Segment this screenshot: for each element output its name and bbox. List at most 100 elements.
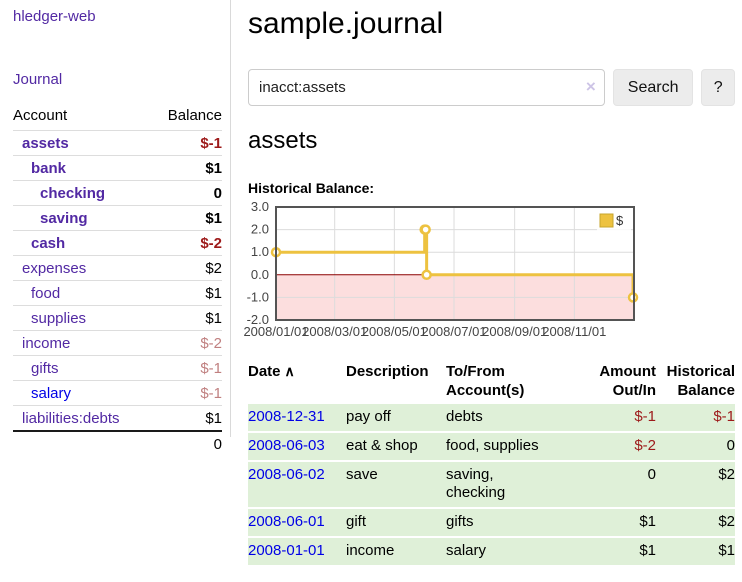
- accounts-header-account: Account: [13, 107, 68, 124]
- transaction-amount-cell: $1: [566, 509, 656, 536]
- svg-text:2.0: 2.0: [251, 222, 269, 237]
- svg-text:2008/01/01: 2008/01/01: [243, 324, 308, 339]
- account-balance: $-1: [200, 385, 222, 402]
- account-link[interactable]: supplies: [31, 310, 87, 327]
- transaction-date-cell: 2008-06-03: [248, 433, 346, 460]
- app-title-link[interactable]: hledger-web: [13, 8, 96, 25]
- transaction-amount-cell: $1: [566, 538, 656, 565]
- chart-heading: Historical Balance:: [248, 180, 375, 196]
- account-row: income $-2: [13, 330, 222, 355]
- search-input[interactable]: [248, 69, 605, 106]
- account-row: bank $1: [13, 155, 222, 180]
- historical-balance-chart: 3.0 2.0 1.0 0.0 -1.0 -2.0 2008/01/01 2008/03/01…: [242, 199, 735, 345]
- account-balance: $1: [205, 210, 222, 227]
- transaction-row: 2008-06-03 eat & shop food, supplies $-2 0: [248, 433, 735, 460]
- account-row: expenses $2: [13, 255, 222, 280]
- svg-text:1.0: 1.0: [251, 244, 269, 259]
- chart-svg: 3.0 2.0 1.0 0.0 -1.0 -2.02008/01/012008/03/01…: [243, 199, 639, 339]
- sidebar: hledger-web Journal Account Balance asse…: [0, 0, 230, 582]
- accounts-header-row: Account Balance: [13, 103, 222, 130]
- transaction-description-cell: eat & shop: [346, 433, 446, 460]
- column-header-amount: Amount Out/In: [599, 363, 656, 399]
- account-link[interactable]: gifts: [31, 360, 59, 377]
- transaction-accounts-cell: gifts: [446, 509, 566, 536]
- transaction-date-cell: 2008-06-01: [248, 509, 346, 536]
- transaction-amount-cell: $-1: [566, 404, 656, 431]
- account-row: checking 0: [13, 180, 222, 205]
- account-balance: $-2: [200, 235, 222, 252]
- transaction-date-link[interactable]: 2008-12-31: [248, 408, 325, 425]
- transaction-date-link[interactable]: 2008-06-03: [248, 437, 325, 454]
- chart-legend-label: $: [616, 213, 624, 228]
- accounts-header-balance: Balance: [167, 107, 222, 124]
- column-header-description: Description: [346, 363, 429, 380]
- sort-ascending-icon: ∧: [284, 363, 295, 379]
- account-link[interactable]: income: [22, 335, 71, 352]
- account-balance: $1: [205, 160, 222, 177]
- account-link[interactable]: assets: [22, 135, 69, 152]
- search-button[interactable]: Search: [612, 69, 694, 106]
- column-header-date[interactable]: Date ∧: [248, 363, 295, 380]
- transaction-date-cell: 2008-06-02: [248, 462, 346, 507]
- sidebar-divider: [230, 0, 231, 437]
- svg-text:-2.0: -2.0: [247, 312, 269, 327]
- transaction-description-cell: income: [346, 538, 446, 565]
- svg-text:2008/09/01: 2008/09/01: [482, 324, 547, 339]
- account-row: food $1: [13, 280, 222, 305]
- transaction-date-cell: 2008-01-01: [248, 538, 346, 565]
- accounts-table: Account Balance assets $-1 bank $1 checking 0…: [13, 103, 222, 456]
- account-row: assets $-1: [13, 130, 222, 155]
- page-title: sample.journal: [248, 7, 444, 40]
- transaction-amount-cell: 0: [566, 462, 656, 507]
- account-row: gifts $-1: [13, 355, 222, 380]
- transaction-balance-cell: $-1: [656, 404, 735, 431]
- account-link[interactable]: food: [31, 285, 61, 302]
- account-row: saving $1: [13, 205, 222, 230]
- account-balance: 0: [213, 185, 222, 202]
- search-input-wrap: ×: [248, 69, 605, 106]
- accounts-total-row: 0: [13, 430, 222, 456]
- clear-search-icon[interactable]: ×: [585, 77, 596, 96]
- svg-text:2008/11/01: 2008/11/01: [542, 324, 606, 339]
- account-row: liabilities:debts $1: [13, 405, 222, 430]
- sidebar-item-journal[interactable]: Journal: [13, 71, 63, 88]
- transaction-accounts-cell: food, supplies: [446, 433, 566, 460]
- account-link[interactable]: cash: [31, 235, 66, 252]
- account-link[interactable]: expenses: [22, 260, 87, 277]
- transaction-amount-cell: $-2: [566, 433, 656, 460]
- account-balance: $-2: [200, 335, 222, 352]
- transaction-row: 2008-06-01 gift gifts $1 $2: [248, 509, 735, 536]
- account-link[interactable]: liabilities:debts: [22, 410, 120, 427]
- account-balance: $-1: [200, 360, 222, 377]
- register-header-row: Date ∧ Description To/From Account(s) Amo…: [248, 361, 735, 402]
- account-heading: assets: [248, 127, 318, 154]
- transaction-description-cell: pay off: [346, 404, 446, 431]
- account-link[interactable]: saving: [40, 210, 88, 227]
- transaction-date-link[interactable]: 2008-06-01: [248, 513, 325, 530]
- transaction-date-link[interactable]: 2008-01-01: [248, 542, 325, 559]
- account-balance: $1: [205, 285, 222, 302]
- transaction-description-cell: save: [346, 462, 446, 507]
- account-link[interactable]: bank: [31, 160, 67, 177]
- account-balance: $1: [205, 310, 222, 327]
- account-balance: $1: [205, 410, 222, 427]
- main-content: sample.journal × Search ? assets Histori…: [243, 0, 735, 567]
- svg-text:-1.0: -1.0: [247, 289, 269, 304]
- column-header-balance: Historical Balance: [666, 363, 735, 399]
- svg-text:2008/03/01: 2008/03/01: [302, 324, 367, 339]
- transaction-accounts-cell: saving, checking: [446, 462, 566, 507]
- transaction-date-cell: 2008-12-31: [248, 404, 346, 431]
- account-link[interactable]: salary: [31, 385, 72, 402]
- help-button[interactable]: ?: [701, 69, 735, 106]
- transaction-date-link[interactable]: 2008-06-02: [248, 466, 325, 483]
- accounts-rows: assets $-1 bank $1 checking 0 saving $1 cash $-2 e…: [13, 130, 222, 430]
- svg-text:3.0: 3.0: [251, 201, 269, 214]
- account-row: supplies $1: [13, 305, 222, 330]
- register-table: Date ∧ Description To/From Account(s) Amo…: [248, 359, 735, 567]
- svg-text:2008/05/01: 2008/05/01: [362, 324, 427, 339]
- transaction-row: 2008-06-02 save saving, checking 0 $2: [248, 462, 735, 507]
- svg-text:0.0: 0.0: [251, 267, 269, 282]
- account-link[interactable]: checking: [40, 185, 106, 202]
- account-balance: $2: [205, 260, 222, 277]
- transaction-balance-cell: 0: [656, 433, 735, 460]
